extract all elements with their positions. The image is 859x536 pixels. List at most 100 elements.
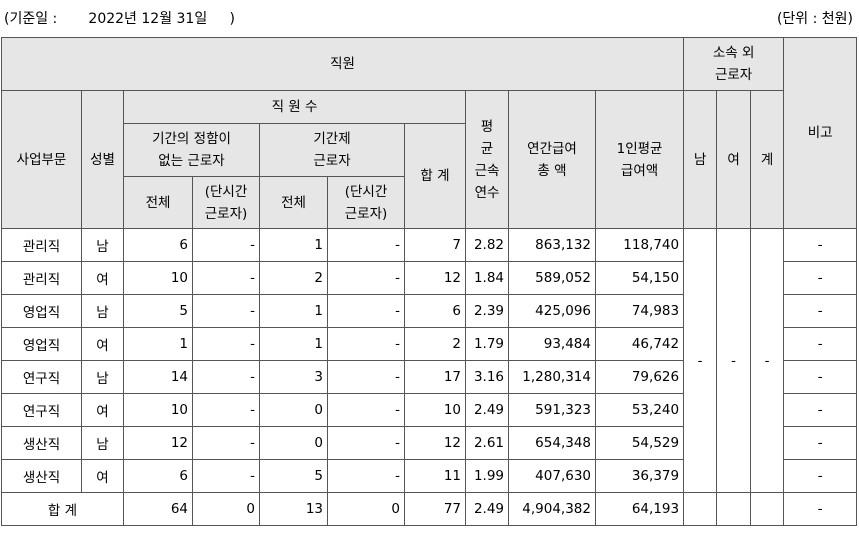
annual-pay-line1: 연간급여: [527, 140, 577, 157]
employee-table: 직원 소속 외 근로자 비고 사업부문 성별 직 원 수 평 균 근속 연수 연…: [0, 37, 858, 526]
fixed-term-header: 기간제 근로자: [259, 123, 405, 177]
table-row: 생산직 여 6 - 5 - 11 1.99 407,630 36,379 -: [1, 459, 858, 493]
total-cell: 12: [404, 261, 466, 295]
indef-part-line1: (단시간: [204, 183, 248, 200]
total-header: 합 계: [404, 123, 466, 229]
tenure-cell: 2.49: [465, 393, 509, 427]
indef-total-cell: 6: [123, 459, 193, 493]
unit-label: (단위 : 천원): [776, 11, 853, 27]
tenure-cell: 1.79: [465, 327, 509, 361]
gender-cell: 남: [81, 294, 124, 328]
tenure-line3: 근속: [474, 162, 500, 179]
header-line: (기준일 : 2022년 12월 31일 ) (단위 : 천원): [0, 0, 859, 36]
total-cell: 11: [404, 459, 466, 493]
total-outsourced-female: [716, 492, 752, 526]
note-cell: -: [783, 294, 858, 328]
avg-pay-cell: 53,240: [594, 393, 685, 427]
total-avg-pay: 64,193: [594, 492, 685, 526]
annual-pay-cell: 863,132: [508, 228, 596, 262]
fixed-total-cell: 2: [259, 261, 328, 295]
total-indef-total: 64: [123, 492, 193, 526]
outsourced-female-header: 여: [716, 90, 752, 229]
division-cell: 생산직: [1, 459, 82, 493]
fixed-line1: 기간제: [313, 131, 351, 147]
indef-part-cell: -: [192, 426, 260, 460]
indefinite-all-header: 전체: [123, 176, 193, 229]
indefinite-header: 기간의 정함이 없는 근로자: [123, 123, 260, 177]
division-cell: 관리직: [1, 228, 82, 262]
outsourced-male-header: 남: [683, 90, 718, 229]
total-row: 합 계 64 0 13 0 77 2.49 4,904,382 64,193 -: [1, 492, 858, 526]
tenure-cell: 3.16: [465, 360, 509, 394]
total-note: -: [783, 492, 858, 526]
table-row: 관리직 남 6 - 1 - 7 2.82 863,132 118,740 - -…: [1, 228, 858, 493]
tenure-line1: 평: [480, 118, 494, 135]
division-cell: 생산직: [1, 426, 82, 460]
indef-total-cell: 14: [123, 360, 193, 394]
fixed-part-cell: -: [327, 294, 405, 328]
indef-total-cell: 12: [123, 426, 193, 460]
total-cell: 6: [404, 294, 466, 328]
total-cell: 2: [404, 327, 466, 361]
total-fixed-part: 0: [327, 492, 405, 526]
total-outsourced-sum: [750, 492, 785, 526]
headcount-header: 직 원 수: [123, 90, 466, 124]
total-fixed-total: 13: [259, 492, 328, 526]
outsourced-male-cell: -: [683, 228, 718, 493]
fixed-part-cell: -: [327, 261, 405, 295]
fixed-part-cell: -: [327, 228, 405, 262]
annual-pay-cell: 407,630: [508, 459, 596, 493]
note-header: 비고: [783, 37, 858, 229]
avg-pay-line2: 급여액: [620, 162, 659, 179]
division-cell: 관리직: [1, 261, 82, 295]
note-cell: -: [783, 426, 858, 460]
note-cell: -: [783, 228, 858, 262]
gender-cell: 남: [81, 426, 124, 460]
indef-part-cell: -: [192, 459, 260, 493]
total-cell: 12: [404, 426, 466, 460]
indef-total-cell: 5: [123, 294, 193, 328]
gender-header: 성별: [81, 90, 124, 229]
total-annual-pay: 4,904,382: [508, 492, 596, 526]
avg-pay-cell: 79,626: [594, 360, 685, 394]
avg-pay-cell: 54,150: [594, 261, 685, 295]
outsourced-line2: 근로자: [714, 67, 753, 83]
fixed-line2: 근로자: [313, 153, 351, 169]
fixed-part-line2: 근로자): [344, 205, 388, 222]
avg-pay-cell: 46,742: [594, 327, 685, 361]
annual-pay-cell: 591,323: [508, 393, 596, 427]
total-outsourced-male: [683, 492, 718, 526]
indef-part-cell: -: [192, 228, 260, 262]
fixed-part-cell: -: [327, 393, 405, 427]
tenure-line4: 연수: [474, 184, 500, 201]
fixed-total-cell: 0: [259, 426, 328, 460]
outsourced-line1: 소속 외: [712, 45, 755, 61]
annual-pay-cell: 425,096: [508, 294, 596, 328]
total-cell: 7: [404, 228, 466, 262]
fixed-part-line1: (단시간: [344, 183, 388, 200]
outsourced-header: 소속 외 근로자: [683, 37, 785, 91]
indef-total-cell: 10: [123, 261, 193, 295]
gender-cell: 여: [81, 393, 124, 427]
staff-header: 직원: [0, 37, 685, 91]
fixed-total-cell: 3: [259, 360, 328, 394]
division-cell: 영업직: [1, 294, 82, 328]
indefinite-line1: 기간의 정함이: [152, 131, 231, 147]
annual-pay-cell: 93,484: [508, 327, 596, 361]
table-row: 생산직 남 12 - 0 - 12 2.61 654,348 54,529 -: [1, 426, 858, 460]
avg-pay-cell: 36,379: [594, 459, 685, 493]
outsourced-sum-header: 계: [750, 90, 785, 229]
indef-part-cell: -: [192, 393, 260, 427]
note-cell: -: [783, 459, 858, 493]
note-cell: -: [783, 327, 858, 361]
division-cell: 연구직: [1, 393, 82, 427]
division-header: 사업부문: [1, 90, 82, 229]
gender-cell: 여: [81, 459, 124, 493]
table-body: 관리직 남 6 - 1 - 7 2.82 863,132 118,740 - -…: [1, 228, 858, 526]
indef-part-line2: 근로자): [204, 205, 248, 222]
note-cell: -: [783, 261, 858, 295]
tenure-cell: 2.61: [465, 426, 509, 460]
fixed-all-header: 전체: [259, 176, 328, 229]
annual-pay-header: 연간급여 총 액: [508, 90, 596, 229]
indef-total-cell: 10: [123, 393, 193, 427]
